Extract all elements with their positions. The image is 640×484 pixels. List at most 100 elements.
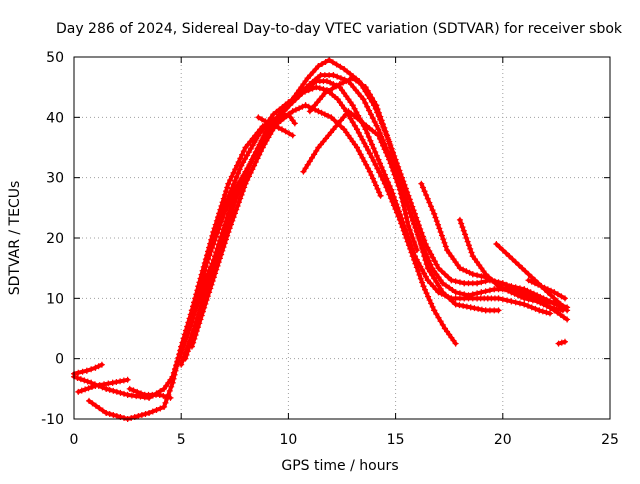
data-point xyxy=(188,313,195,320)
data-point xyxy=(404,218,411,225)
data-point xyxy=(372,130,379,137)
data-point xyxy=(330,126,337,133)
data-point xyxy=(367,137,374,144)
data-point xyxy=(369,141,376,148)
data-point xyxy=(438,268,445,275)
data-point xyxy=(299,103,306,110)
data-point xyxy=(231,210,238,217)
data-point xyxy=(413,214,420,221)
data-point xyxy=(437,285,444,292)
data-point xyxy=(337,63,344,70)
data-point xyxy=(429,207,436,214)
data-point xyxy=(333,61,340,68)
series-track-17 xyxy=(555,338,568,347)
data-point xyxy=(456,216,463,223)
data-point xyxy=(422,286,429,293)
data-point xyxy=(478,306,485,313)
data-point xyxy=(124,391,131,398)
data-point xyxy=(357,93,364,100)
data-point xyxy=(482,288,489,295)
data-point xyxy=(435,221,442,228)
data-point xyxy=(452,259,459,266)
data-point xyxy=(430,283,437,290)
data-point xyxy=(367,111,374,118)
data-point xyxy=(426,297,433,304)
data-point xyxy=(374,165,381,172)
data-point xyxy=(181,336,188,343)
data-point xyxy=(377,113,384,120)
data-point xyxy=(435,282,442,289)
data-point xyxy=(189,309,196,316)
data-point xyxy=(289,117,296,124)
data-point xyxy=(351,141,358,148)
data-point xyxy=(503,250,510,257)
data-point xyxy=(429,303,436,310)
data-point xyxy=(546,310,553,317)
data-point xyxy=(414,247,421,254)
data-point xyxy=(282,128,289,135)
data-point xyxy=(161,403,168,410)
data-point xyxy=(222,200,229,207)
data-point xyxy=(244,177,251,184)
data-point xyxy=(92,402,99,409)
data-point xyxy=(365,133,372,140)
data-point xyxy=(225,180,232,187)
data-point xyxy=(339,87,345,94)
data-point xyxy=(199,274,206,281)
data-point xyxy=(423,261,430,268)
x-tick-label: 0 xyxy=(70,432,79,448)
data-point xyxy=(227,189,234,196)
data-point xyxy=(558,339,565,346)
data-point xyxy=(238,162,245,169)
data-point xyxy=(110,387,117,394)
data-point xyxy=(193,328,200,335)
data-point xyxy=(247,138,254,145)
data-point xyxy=(462,231,469,238)
data-point xyxy=(478,289,485,296)
data-point xyxy=(361,158,368,165)
data-point xyxy=(245,173,252,180)
data-point xyxy=(336,81,343,88)
data-point xyxy=(368,154,375,161)
data-point xyxy=(169,379,176,386)
data-point xyxy=(342,111,349,118)
data-point xyxy=(191,335,198,342)
chart-title: Day 286 of 2024, Sidereal Day-to-day VTE… xyxy=(56,21,623,37)
data-point xyxy=(218,251,225,258)
data-point xyxy=(308,105,315,112)
data-point xyxy=(349,138,356,145)
data-point xyxy=(359,154,366,161)
data-point xyxy=(202,263,209,270)
data-point xyxy=(178,347,185,354)
data-point xyxy=(410,249,417,256)
series-track-12 xyxy=(255,114,296,139)
data-point xyxy=(495,283,502,290)
data-point xyxy=(521,301,528,308)
data-point xyxy=(394,168,401,175)
data-point xyxy=(393,201,400,208)
data-point xyxy=(366,168,373,175)
data-point xyxy=(187,317,194,324)
data-point xyxy=(411,221,418,228)
data-point xyxy=(312,106,319,113)
data-point xyxy=(356,79,363,86)
data-point xyxy=(551,295,558,302)
data-point xyxy=(467,245,474,252)
data-point xyxy=(366,150,373,157)
data-point xyxy=(446,284,453,291)
data-point xyxy=(96,405,103,412)
data-point xyxy=(537,293,544,300)
data-point xyxy=(366,125,373,132)
data-point xyxy=(314,99,321,106)
data-point xyxy=(78,387,85,394)
data-point xyxy=(251,139,258,146)
data-point xyxy=(219,208,226,215)
data-point xyxy=(241,184,248,191)
data-point xyxy=(369,115,376,122)
data-point xyxy=(409,235,416,241)
data-point xyxy=(300,81,307,88)
data-point xyxy=(452,278,459,285)
data-point xyxy=(208,281,215,288)
data-point xyxy=(235,199,242,206)
data-point xyxy=(407,241,414,248)
